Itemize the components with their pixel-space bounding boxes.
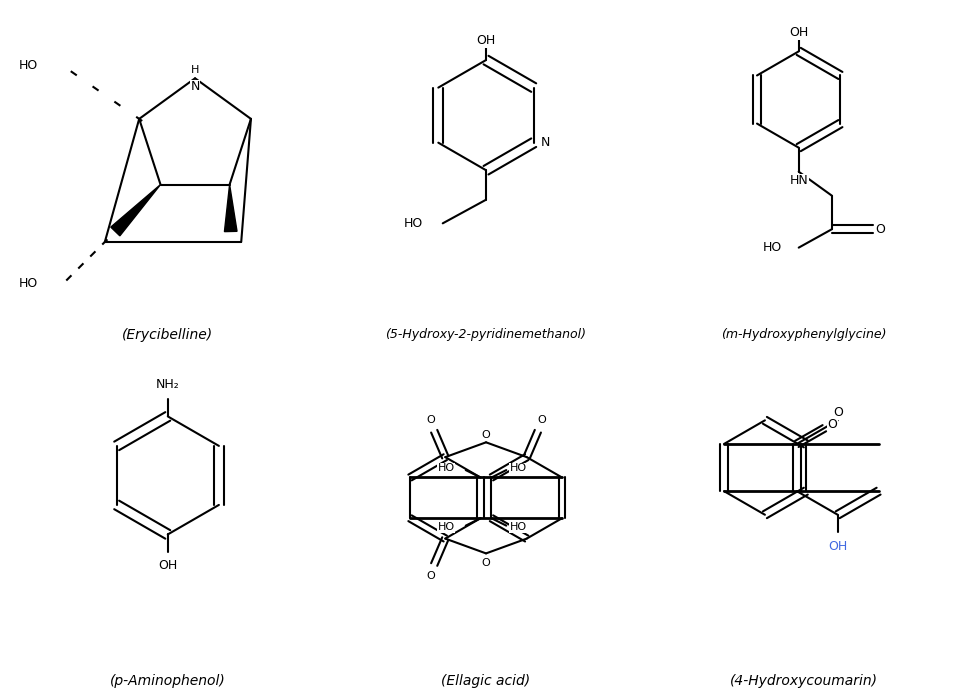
- Text: HO: HO: [437, 523, 455, 532]
- Text: HO: HO: [763, 241, 782, 254]
- Text: (5-Hydroxy-2-pyridinemethanol): (5-Hydroxy-2-pyridinemethanol): [386, 328, 586, 341]
- Text: OH: OH: [789, 26, 809, 40]
- Text: HN: HN: [789, 174, 808, 187]
- Text: HO: HO: [403, 217, 423, 230]
- Text: HO: HO: [18, 278, 38, 290]
- Text: HO: HO: [437, 463, 455, 473]
- Text: NH₂: NH₂: [156, 378, 180, 391]
- Polygon shape: [225, 185, 237, 232]
- Text: O: O: [426, 415, 434, 425]
- Text: O: O: [827, 418, 837, 431]
- Text: O: O: [538, 415, 546, 425]
- Text: HO: HO: [510, 523, 527, 532]
- Text: N: N: [191, 81, 200, 93]
- Text: N: N: [540, 136, 550, 149]
- Text: H: H: [191, 65, 199, 75]
- Text: (4-Hydroxycoumarin): (4-Hydroxycoumarin): [730, 675, 879, 688]
- Text: (Erycibelline): (Erycibelline): [122, 328, 213, 342]
- Text: OH: OH: [476, 34, 496, 47]
- Text: O: O: [833, 406, 843, 419]
- Text: HO: HO: [510, 463, 527, 473]
- Text: O: O: [482, 430, 491, 440]
- Text: OH: OH: [158, 559, 178, 573]
- Text: O: O: [426, 570, 434, 581]
- Text: (p-Aminophenol): (p-Aminophenol): [110, 675, 226, 688]
- Text: HO: HO: [18, 59, 38, 72]
- Text: O: O: [875, 223, 885, 236]
- Text: (m-Hydroxyphenylglycine): (m-Hydroxyphenylglycine): [721, 328, 887, 341]
- Text: (Ellagic acid): (Ellagic acid): [441, 675, 531, 688]
- Text: OH: OH: [828, 540, 848, 552]
- Polygon shape: [111, 185, 160, 236]
- Text: O: O: [482, 558, 491, 568]
